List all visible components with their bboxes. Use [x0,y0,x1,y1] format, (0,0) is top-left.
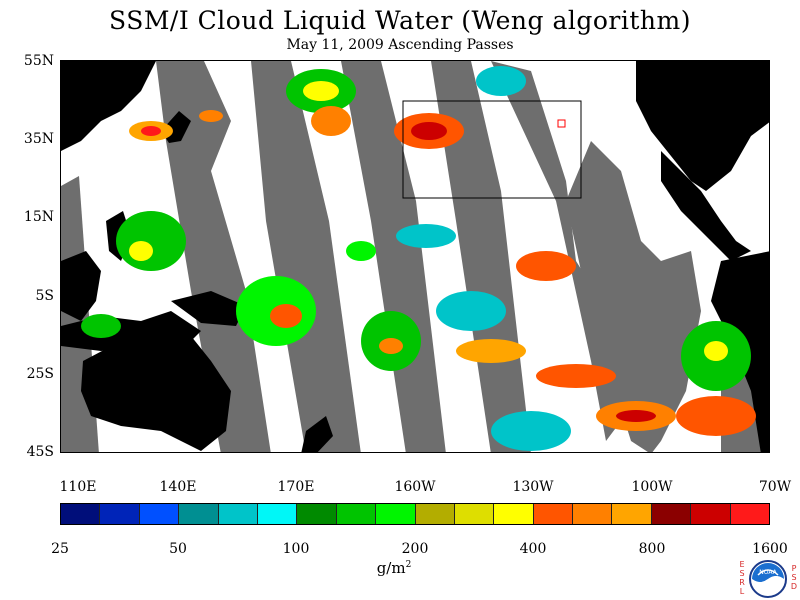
colorbar-swatch [257,504,298,524]
colorbar-swatch [454,504,495,524]
lon-label: 70W [758,479,792,495]
land-north-america [636,61,769,191]
lon-label: 100W [631,479,673,495]
lon-label: 140E [159,479,197,495]
colorbar-tick-label: 100 [282,541,310,557]
colorbar-swatch [573,504,613,524]
swath-gap-4 [341,61,446,452]
map-title: SSM/I Cloud Liquid Water (Weng algorithm… [109,6,691,35]
cloud-water-field [81,66,756,451]
unit-exponent: 2 [405,560,412,570]
cloud-water-map [60,60,770,453]
cloud-blob [516,251,576,281]
unit-text: g/m [376,559,406,577]
lon-label: 170E [277,479,315,495]
cloud-blob [311,106,351,136]
cloud-blob [346,241,376,261]
colorbar-tick-label: 400 [519,541,547,557]
lat-label: 15N [23,209,54,225]
swath-gap-3 [251,61,361,452]
colorbar-swatch [336,504,377,524]
colorbar-tick-label: 50 [169,541,187,557]
region-box [402,100,582,199]
cloud-blob [476,66,526,96]
colorbar-tick-label: 1600 [752,541,788,557]
cloud-blob [270,304,302,328]
cloud-blob [491,411,571,451]
noaa-emblem-icon: NOAA [749,560,787,598]
colorbar-swatch [376,504,416,524]
logo-letter: S [739,569,745,578]
colorbar-swatch [297,504,337,524]
swath-gap-7 [566,141,701,452]
land-asia [61,61,156,151]
noaa-text: NOAA [759,569,777,576]
lat-label: 45S [26,444,54,460]
swath-gap-2 [156,61,271,452]
lon-label: 110E [59,479,97,495]
cloud-blob [676,396,756,436]
colorbar-tick-label: 800 [638,541,666,557]
logo-letter: R [739,578,745,587]
logo-letter: P [791,564,797,573]
lat-label: 35N [23,131,54,147]
map-canvas [61,61,769,452]
map-subtitle: May 11, 2009 Ascending Passes [286,37,514,53]
logo-letter: S [791,573,797,582]
cloud-blob [379,338,403,354]
cloud-blob [536,364,616,388]
colorbar-swatch [61,504,101,524]
cloud-blob [396,224,456,248]
cloud-blob [116,211,186,271]
land-indochina [61,251,101,321]
lat-label: 55N [23,53,54,69]
colorbar-swatch [179,504,219,524]
cloud-blob [199,110,223,122]
cloud-blob [81,314,121,338]
colorbar-swatch [651,504,692,524]
cloud-blob [704,341,728,361]
swath-gap-6 [491,61,626,441]
colorbar-swatch [691,504,731,524]
colorbar [60,503,770,525]
cloud-blob [436,291,506,331]
lon-label: 130W [512,479,554,495]
location-marker [557,119,566,128]
lat-label: 25S [26,366,54,382]
logo-letter: L [739,587,745,596]
colorbar-unit: g/m2 [377,559,412,577]
logo-letter: E [739,560,745,569]
colorbar-swatch [533,504,574,524]
land-new-guinea [171,291,246,326]
cloud-blob [141,126,161,136]
lon-label: 160W [394,479,436,495]
colorbar-swatch [730,504,770,524]
cloud-blob [411,122,447,140]
colorbar-swatch [415,504,455,524]
cloud-blob [129,241,153,261]
logo-letter: D [790,582,798,591]
colorbar-tick-label: 200 [401,541,429,557]
colorbar-swatch [494,504,534,524]
cloud-blob [456,339,526,363]
land-mexico [661,151,751,261]
colorbar-swatch [100,504,140,524]
cloud-blob [616,410,656,422]
colorbar-swatch [612,504,652,524]
colorbar-swatch [218,504,258,524]
lat-label: 5S [35,288,55,304]
colorbar-swatch [139,504,180,524]
land-australia [81,331,231,451]
cloud-blob [303,81,339,101]
colorbar-tick-label: 25 [51,541,69,557]
land-new-zealand [301,416,333,452]
